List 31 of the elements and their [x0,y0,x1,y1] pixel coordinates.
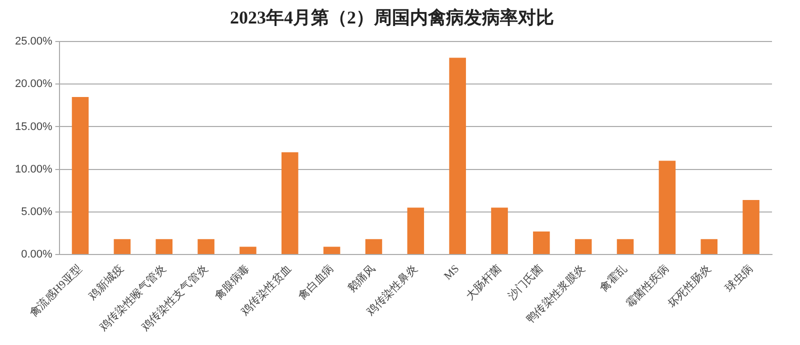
bar [282,152,298,254]
y-tick-label: 15.00% [14,120,53,133]
bar [407,208,424,254]
bar [114,239,131,254]
y-tick-label: 25.00% [14,36,53,48]
bar [616,239,634,254]
chart-title: 2023年4月第（2）周国内禽病发病率对比 [230,7,554,28]
bar [72,96,89,254]
bar [574,239,592,254]
y-tick-label: 10.00% [14,163,53,176]
bar [742,200,760,254]
y-tick-label: 5.00% [21,206,53,218]
bar [700,239,718,254]
x-tick-label: 球虫病 [722,262,756,295]
x-tick-label: 大肠杆菌 [463,262,504,302]
x-tick-label: 鹅痛风 [345,262,378,295]
bar [323,246,340,254]
bar [365,239,382,254]
x-tick-label: 禽流感H9亚型 [26,262,84,320]
bar [491,208,508,254]
bar [198,239,214,254]
bar [658,160,676,254]
x-tick-label: 禽白血病 [296,262,336,302]
x-tick-label: 禽霍乱 [598,262,630,295]
bar [533,231,550,254]
bar [449,58,466,254]
bar [156,239,172,254]
bar [240,246,256,254]
x-tick-label: MS [442,262,462,283]
y-tick-label: 0.00% [21,248,53,260]
y-tick-label: 20.00% [14,78,53,90]
